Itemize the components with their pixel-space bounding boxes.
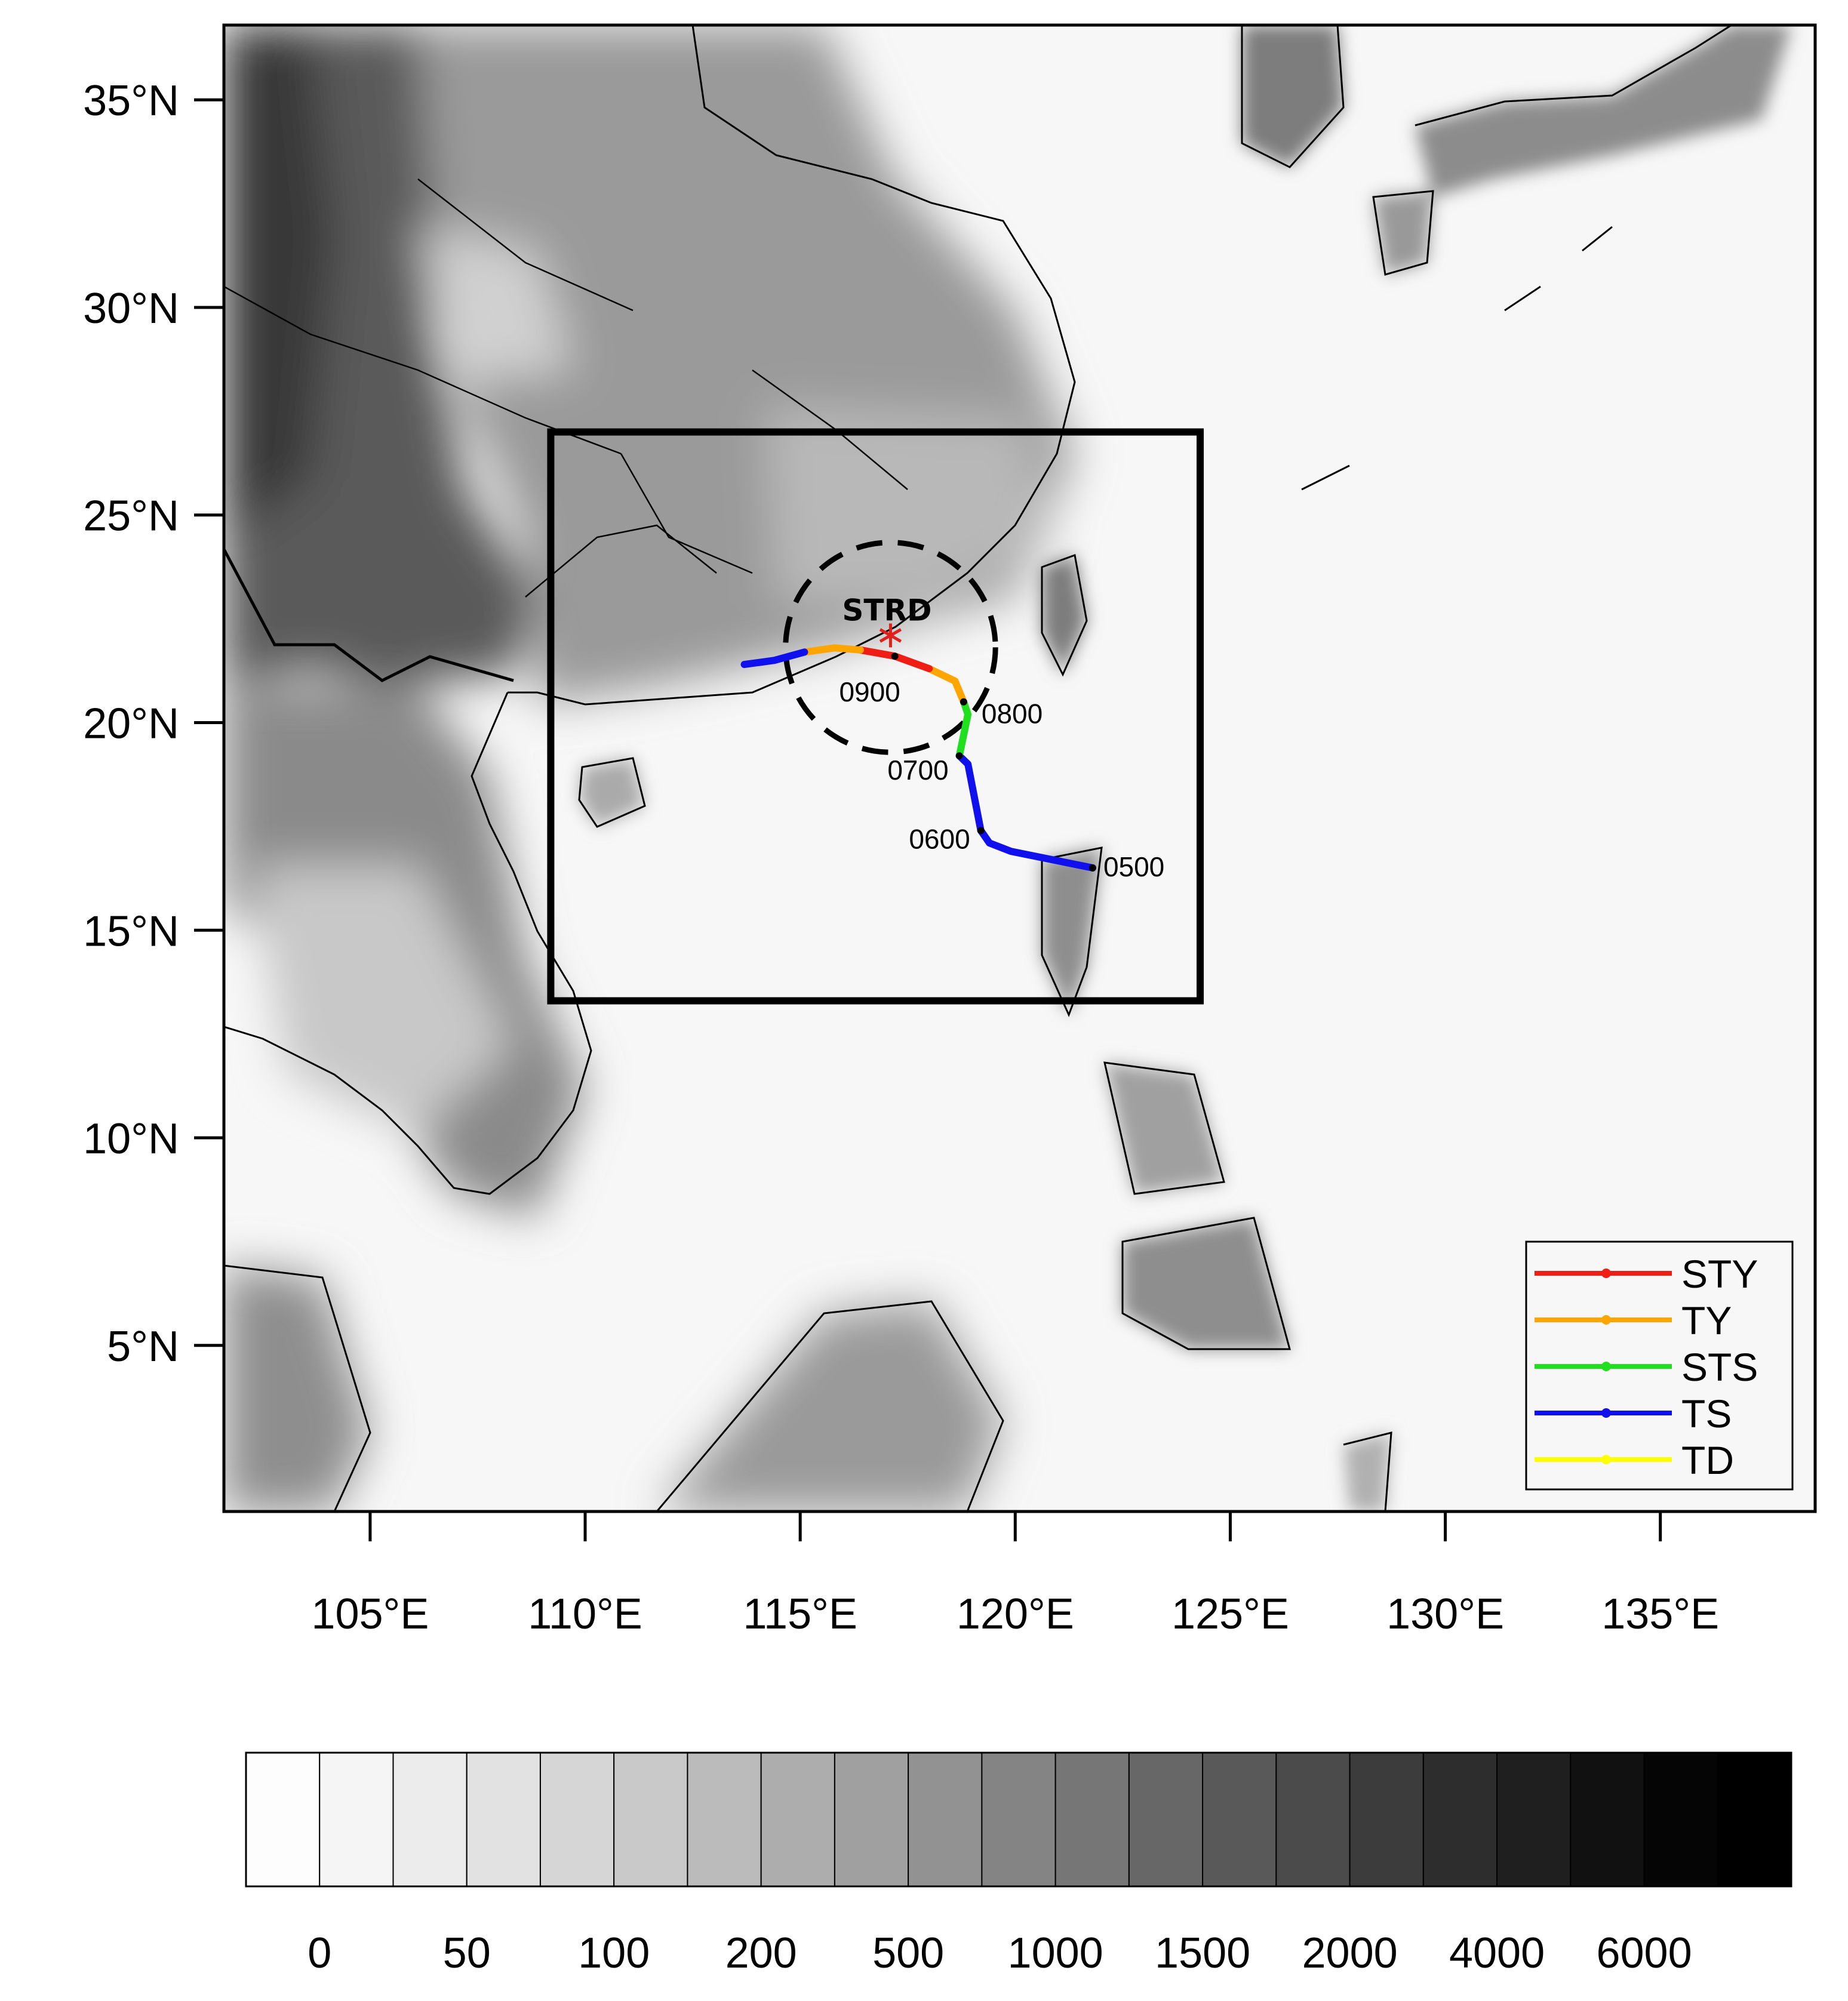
- track-segment-ty: [801, 644, 864, 656]
- colorbar-swatch: [1717, 1752, 1792, 1887]
- latitude-axis: 35°N 30°N 25°N 20°N 15°N 10°N 5°N: [83, 77, 224, 1371]
- colorbar-swatch: [1496, 1752, 1572, 1887]
- lat-tick-label: 15°N: [83, 907, 179, 955]
- map-frame: [222, 23, 1817, 1513]
- station-radius-circle: [783, 540, 998, 755]
- lon-tick-label: 135°E: [1601, 1590, 1719, 1638]
- colorbar-swatch: [834, 1752, 909, 1887]
- colorbar-label: 0: [308, 1929, 331, 1977]
- colorbar-swatch: [319, 1752, 394, 1887]
- colorbar-swatch: [539, 1752, 615, 1887]
- legend-dot: [1601, 1269, 1611, 1278]
- coastlines-and-borders: [224, 25, 1732, 1511]
- domain-box: [547, 428, 1204, 1005]
- legend-dot: [1601, 1362, 1611, 1371]
- colorbar-swatch: [908, 1752, 983, 1887]
- lon-tick-label: 110°E: [528, 1590, 642, 1638]
- colorbar-swatch: [687, 1752, 762, 1887]
- track-segment-ty: [925, 665, 967, 706]
- lon-tick-label: 125°E: [1171, 1590, 1289, 1638]
- colorbar-swatch: [760, 1752, 835, 1887]
- legend-dot: [1601, 1315, 1611, 1325]
- colorbar-swatch: [1054, 1752, 1130, 1887]
- time-label: 0700: [887, 755, 948, 786]
- time-dot: [977, 827, 985, 835]
- colorbar-swatch: [981, 1752, 1056, 1887]
- legend-label: TY: [1681, 1298, 1732, 1343]
- time-dot: [891, 652, 899, 660]
- lat-tick-label: 10°N: [83, 1115, 179, 1163]
- colorbar-swatch: [1570, 1752, 1645, 1887]
- terrain-shading: [224, 25, 1791, 1511]
- legend-label: TS: [1681, 1392, 1732, 1436]
- track-segment-sts: [955, 698, 972, 760]
- track-segment-ts: [977, 827, 1096, 872]
- typhoon-track: [740, 644, 1096, 872]
- longitude-axis: 105°E 110°E 115°E 120°E 125°E 130°E 135°E: [311, 1511, 1719, 1638]
- track-segment-ts: [955, 752, 985, 835]
- lat-tick-label: 20°N: [83, 700, 179, 747]
- time-dot: [1088, 864, 1096, 872]
- station-marker-group: STRD: [783, 540, 998, 755]
- map-panel: [222, 23, 1817, 1513]
- legend-label: TD: [1681, 1438, 1734, 1482]
- colorbar-swatch: [466, 1752, 541, 1887]
- colorbar-label: 1500: [1155, 1929, 1250, 1977]
- colorbar-label: 100: [578, 1929, 650, 1977]
- colorbar-swatch: [613, 1752, 688, 1887]
- time-labels: 0500 0600 0700 0800 0900: [839, 652, 1164, 882]
- time-label: 0900: [839, 676, 900, 707]
- legend-dot: [1601, 1455, 1611, 1464]
- colorbar-swatch: [245, 1752, 321, 1887]
- lon-tick-label: 130°E: [1386, 1590, 1504, 1638]
- colorbar-swatch: [1349, 1752, 1424, 1887]
- colorbar-label: 500: [872, 1929, 944, 1977]
- legend-label: STS: [1681, 1345, 1758, 1389]
- colorbar-swatch: [1422, 1752, 1498, 1887]
- colorbar-label: 4000: [1449, 1929, 1545, 1977]
- lat-tick-label: 5°N: [107, 1323, 179, 1371]
- track-segment-ts: [740, 648, 808, 669]
- colorbar-label: 200: [725, 1929, 797, 1977]
- colorbar-label: 2000: [1302, 1929, 1397, 1977]
- lat-tick-label: 35°N: [83, 77, 179, 125]
- colorbar-frame: [245, 1751, 1792, 1888]
- time-label: 0800: [982, 698, 1043, 729]
- lat-tick-label: 30°N: [83, 285, 179, 333]
- legend-dot: [1601, 1408, 1611, 1418]
- station-label: STRD: [842, 593, 931, 627]
- colorbar-label: 50: [443, 1929, 491, 1977]
- colorbar-label: 1000: [1008, 1929, 1103, 1977]
- colorbar-swatch: [1275, 1752, 1351, 1887]
- lon-tick-label: 115°E: [743, 1590, 857, 1638]
- time-dot: [955, 752, 963, 760]
- colorbar-swatch: [1643, 1752, 1718, 1887]
- colorbar-swatch: [392, 1752, 468, 1887]
- colorbar-label: 6000: [1596, 1929, 1692, 1977]
- lon-tick-label: 120°E: [957, 1590, 1074, 1638]
- time-dot: [960, 698, 967, 706]
- lat-tick-label: 25°N: [83, 492, 179, 540]
- inner-domain-box: [547, 428, 1204, 1005]
- time-label: 0600: [909, 823, 970, 854]
- station-asterisk-icon: [879, 623, 902, 648]
- time-label: 0500: [1103, 851, 1164, 882]
- legend-label: STY: [1681, 1252, 1758, 1296]
- colorbar-swatch: [1202, 1752, 1277, 1887]
- lon-tick-label: 105°E: [311, 1590, 429, 1638]
- colorbar-swatch: [1128, 1752, 1204, 1887]
- elevation-colorbar: 0 50 100 200 500 1000 1500 2000 4000 6000: [245, 1751, 1792, 1977]
